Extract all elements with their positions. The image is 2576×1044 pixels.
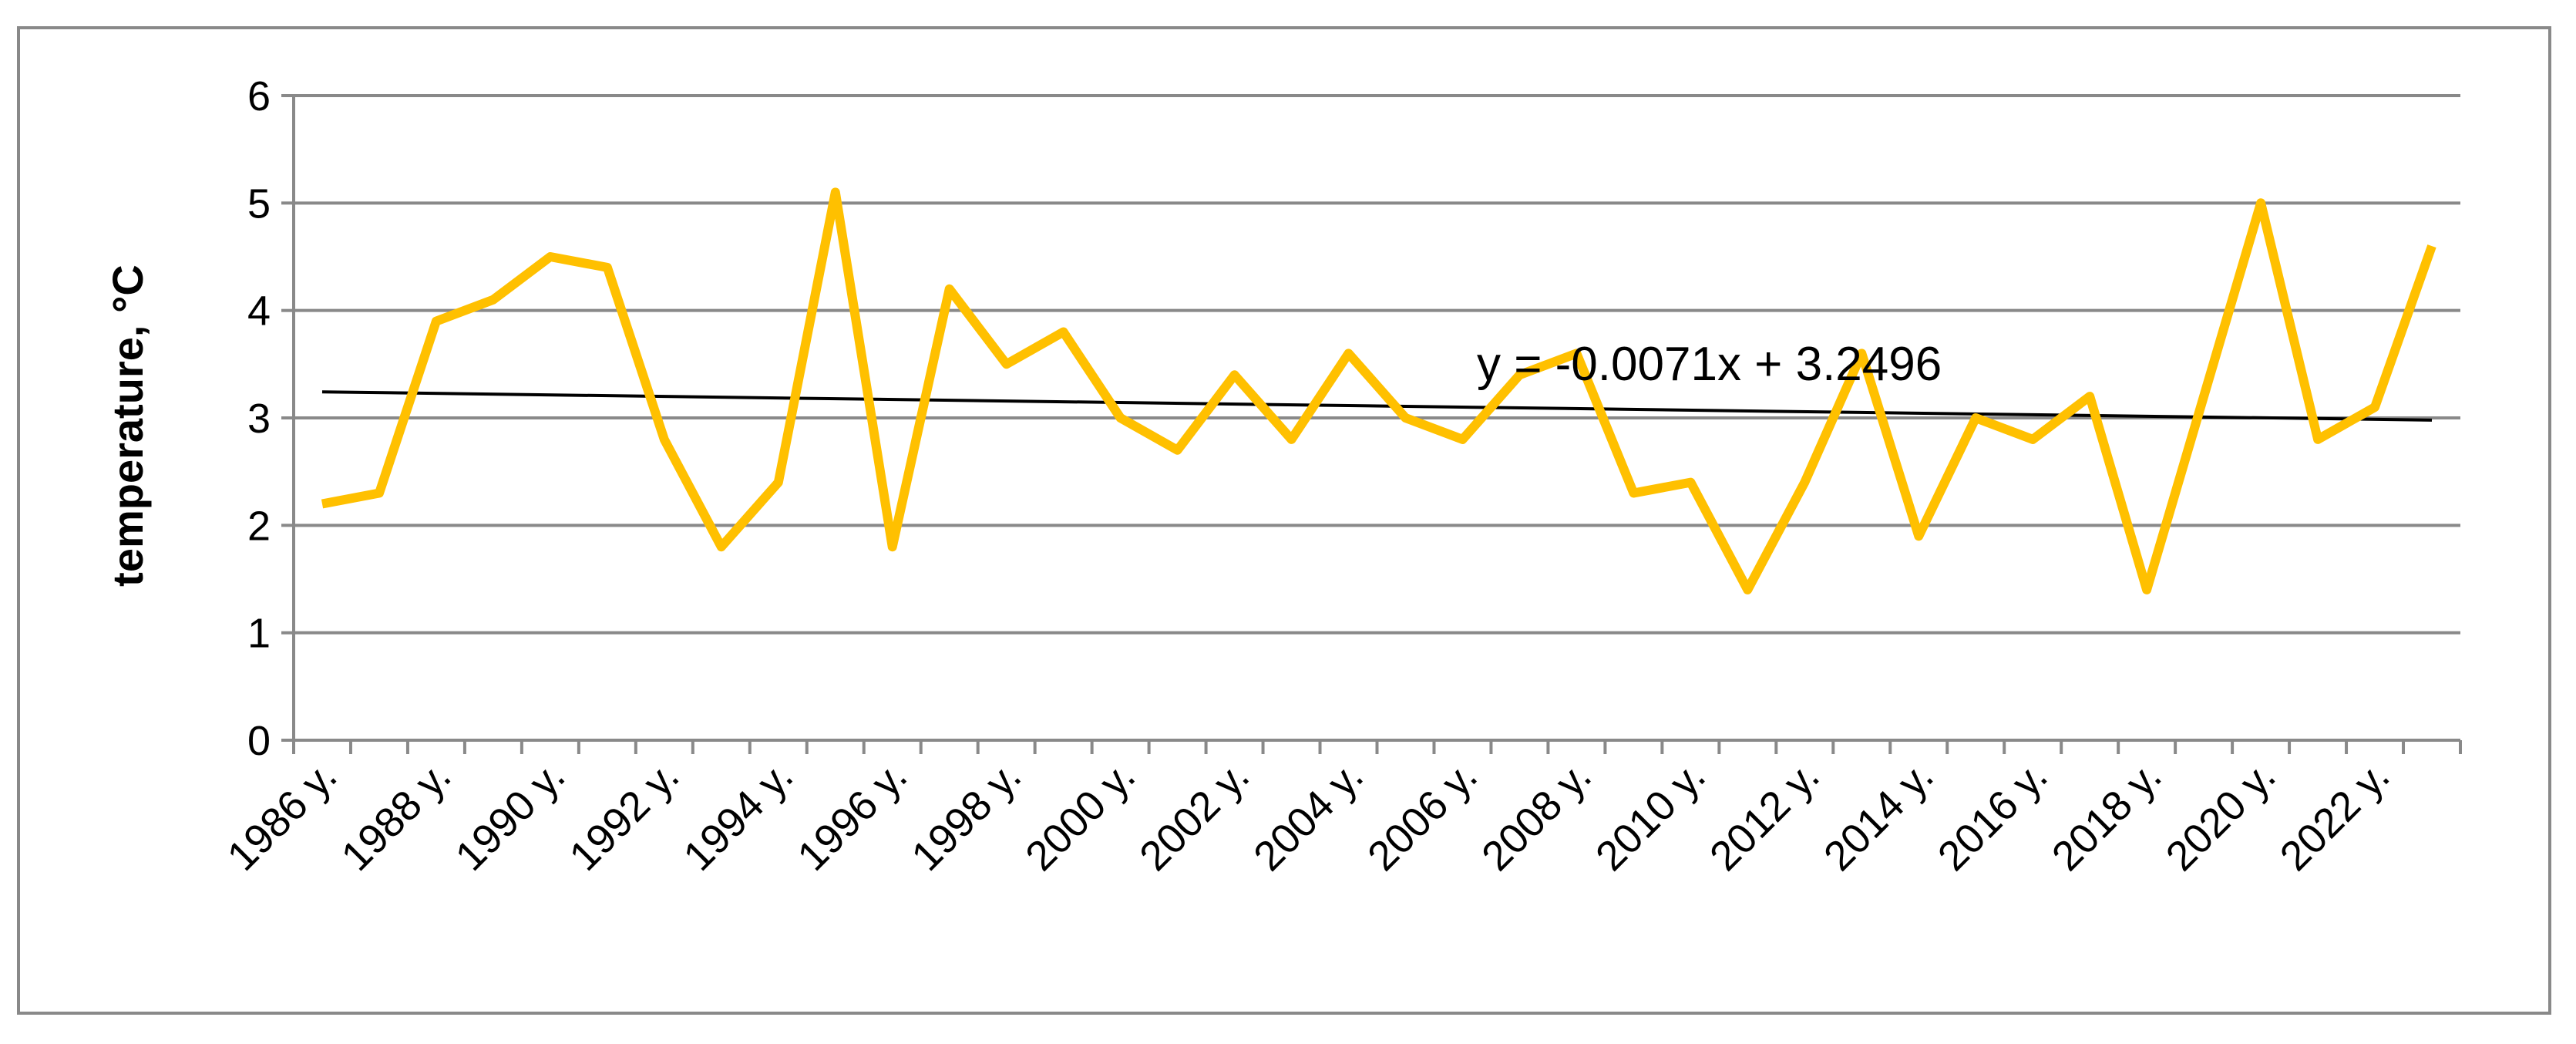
data-point xyxy=(1059,328,1068,337)
y-tick-label: 6 xyxy=(247,73,271,120)
x-tick-label: 1992 y. xyxy=(560,753,688,880)
x-tick-label: 2002 y. xyxy=(1131,753,1258,880)
data-point xyxy=(1116,413,1125,423)
y-tick-label: 4 xyxy=(247,288,271,335)
x-tick-label: 2004 y. xyxy=(1245,753,1372,880)
data-point xyxy=(2427,241,2436,251)
data-point xyxy=(1230,370,1239,379)
data-point xyxy=(2199,392,2208,401)
x-tick-label: 2008 y. xyxy=(1473,753,1600,880)
data-point xyxy=(945,285,954,294)
axes xyxy=(281,94,2462,754)
data-point xyxy=(1002,359,1011,369)
y-tick-label: 1 xyxy=(247,611,271,657)
data-point xyxy=(1914,531,1923,541)
trendline-equation: y = -0.0071x + 3.2496 xyxy=(1477,338,1942,391)
data-point xyxy=(2028,435,2037,444)
data-point xyxy=(1800,478,1809,487)
data-point xyxy=(2313,435,2322,444)
data-point xyxy=(1686,478,1695,487)
x-tick-label: 2010 y. xyxy=(1587,753,1714,880)
data-point xyxy=(1173,446,1182,455)
data-point xyxy=(546,252,555,261)
x-tick-label: 2012 y. xyxy=(1701,753,1828,880)
y-tick-label: 2 xyxy=(247,503,271,549)
trendline-layer xyxy=(321,390,2433,422)
x-tick-label: 1988 y. xyxy=(333,753,460,880)
x-tick-label: 2016 y. xyxy=(1929,753,2056,880)
y-tick-label: 3 xyxy=(247,396,271,442)
data-point xyxy=(1344,349,1354,358)
y-axis-title: temperature, °C xyxy=(103,264,152,587)
x-tick-label: 1986 y. xyxy=(219,753,346,880)
data-point xyxy=(2370,402,2379,412)
data-point xyxy=(489,295,498,305)
x-tick-label: 1998 y. xyxy=(903,753,1030,880)
x-tick-label: 2022 y. xyxy=(2272,753,2399,880)
x-tick-label: 1990 y. xyxy=(447,753,574,880)
data-point xyxy=(1743,585,1752,594)
x-tick-label: 1996 y. xyxy=(789,753,916,880)
data-point xyxy=(831,187,840,197)
tick-labels: 0 1 2 3 4 5 6 1986 y.1988 y.1990 y.1992 y.1994 … xyxy=(219,73,2399,880)
data-point xyxy=(774,478,783,487)
y-tick-label: 0 xyxy=(247,718,271,764)
data-point xyxy=(660,435,669,444)
x-tick-label: 2018 y. xyxy=(2043,753,2171,880)
data-point xyxy=(318,499,327,508)
data-point xyxy=(2085,392,2094,401)
data-point xyxy=(2256,198,2265,207)
data-point xyxy=(888,542,897,551)
data-point xyxy=(717,542,726,551)
x-tick-label: 2020 y. xyxy=(2157,753,2285,880)
data-point xyxy=(1287,435,1296,444)
series-line xyxy=(321,187,2436,594)
data-point xyxy=(1629,489,1638,498)
x-tick-label: 2006 y. xyxy=(1359,753,1486,880)
x-tick-label: 2014 y. xyxy=(1815,753,1942,880)
data-point xyxy=(1401,413,1410,423)
data-point xyxy=(1458,435,1467,444)
data-point xyxy=(1971,413,1980,423)
trendline xyxy=(321,390,2433,422)
x-tick-label: 2000 y. xyxy=(1017,753,1144,880)
y-tick-label: 5 xyxy=(247,180,271,227)
series-layer xyxy=(318,187,2436,594)
x-tick-label: 1994 y. xyxy=(674,753,802,880)
data-point xyxy=(432,317,441,326)
data-point xyxy=(2142,585,2151,594)
data-point xyxy=(603,263,612,272)
data-point xyxy=(375,489,384,498)
